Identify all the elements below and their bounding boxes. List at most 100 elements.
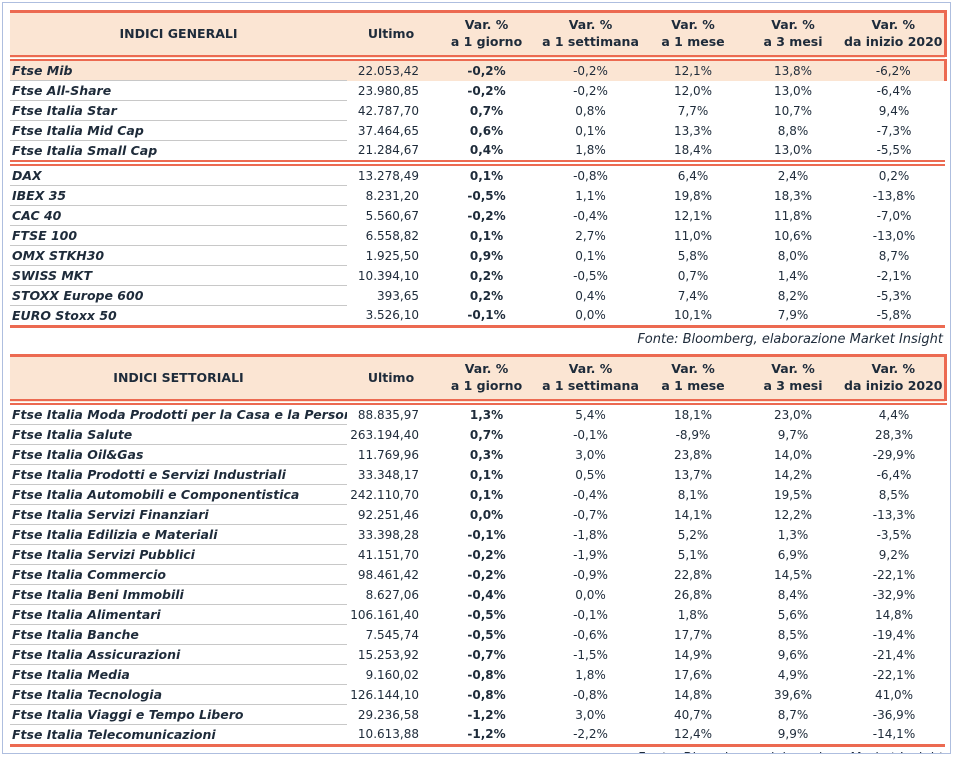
- value-cell-m1: 26,8%: [673, 587, 713, 602]
- value-cell-m3: 12,2%: [773, 507, 813, 522]
- value-cell-ultimo: 10.394,10: [357, 268, 419, 283]
- value-cell-ytd: 41,0%: [874, 687, 914, 702]
- value-cell-w1: 3,0%: [575, 447, 606, 462]
- value-cell-ytd: 8,5%: [878, 487, 910, 502]
- value-cell-m1: 5,1%: [677, 547, 709, 562]
- value-cell-m1: 5,8%: [677, 248, 709, 263]
- value-cell-m1: 1,8%: [677, 607, 709, 622]
- index-name-cell: Ftse Italia Media: [10, 664, 347, 685]
- value-cell-m3: 14,5%: [773, 567, 813, 582]
- value-cell-ultimo: 9.160,02: [365, 667, 419, 682]
- index-name-cell: Ftse Italia Beni Immobili: [10, 584, 347, 605]
- value-cell-m1: 22,8%: [673, 567, 713, 582]
- value-cell-ytd: -13,3%: [872, 507, 916, 522]
- value-cell-w1: -0,7%: [573, 507, 608, 522]
- value-cell-m1: 12,0%: [673, 83, 713, 98]
- value-cell-ultimo: 13.278,49: [357, 168, 419, 183]
- value-cell-m3: 1,3%: [777, 527, 809, 542]
- value-cell-ytd: -2,1%: [876, 268, 912, 283]
- value-cell-d1: 0,2%: [469, 268, 504, 283]
- value-cell-w1: 0,8%: [575, 103, 606, 118]
- table-row: Ftse Italia Banche 7.545,74 -0,5% -0,6% 17,7…: [10, 624, 945, 645]
- table-row: Ftse Italia Alimentari 106.161,40 -0,5% -0,…: [10, 604, 945, 625]
- value-cell-m1: 18,4%: [643, 140, 743, 166]
- value-cell-w1: -0,2%: [538, 58, 643, 81]
- value-cell-m3: 8,0%: [777, 248, 809, 263]
- index-name-cell: Ftse Italia Assicurazioni: [10, 644, 347, 665]
- index-name-cell: Ftse Mib: [10, 58, 347, 81]
- value-cell-w1: -0,8%: [573, 168, 608, 183]
- table-row: Ftse Italia Edilizia e Materiali 33.398,2…: [10, 524, 945, 545]
- index-name-cell: Ftse Italia Automobili e Componentistica: [10, 484, 347, 505]
- value-cell-w1: -0,2%: [573, 83, 608, 98]
- table-row: Ftse All-Share 23.980,85 -0,2% -0,2% 12,0% 13…: [10, 80, 945, 101]
- value-cell-d1: -0,5%: [467, 188, 506, 203]
- value-cell-m1: 17,7%: [673, 627, 713, 642]
- value-cell-w1: 0,1%: [575, 248, 606, 263]
- value-cell-ytd: -14,1%: [843, 724, 945, 747]
- col-header-var-2: Var. % a 1 mese: [643, 10, 743, 61]
- table-row: Ftse Italia Telecomunicazioni 10.613,88 -1…: [10, 724, 945, 747]
- table-row: SWISS MKT 10.394,10 0,2% -0,5% 0,7% 1,4% -2,1%: [10, 265, 945, 286]
- table-title: INDICI GENERALI: [10, 10, 347, 61]
- table-title: INDICI SETTORIALI: [10, 354, 347, 405]
- value-cell-m3: 10,6%: [773, 228, 813, 243]
- col-header-var-1: Var. % a 1 settimana: [538, 354, 643, 405]
- index-name-cell: Ftse Italia Viaggi e Tempo Libero: [10, 704, 347, 725]
- index-name-cell: Ftse Italia Tecnologia: [10, 684, 347, 705]
- value-cell-w1: 0,4%: [575, 288, 606, 303]
- value-cell-m3: 10,7%: [773, 103, 813, 118]
- source-note: Fonte: Bloomberg, elaborazione Market In…: [10, 747, 945, 753]
- value-cell-ultimo: 11.769,96: [357, 447, 419, 462]
- value-cell-ytd: -5,8%: [843, 305, 945, 328]
- table-row: STOXX Europe 600 393,65 0,2% 0,4% 7,4% 8,2% -5…: [10, 285, 945, 306]
- value-cell-d1: -0,2%: [467, 83, 506, 98]
- value-cell-w1: 0,1%: [575, 123, 606, 138]
- value-cell-w1: 1,8%: [575, 667, 606, 682]
- table-row: Ftse Italia Star 42.787,70 0,7% 0,8% 7,7% 10,…: [10, 100, 945, 121]
- value-cell-m1: 11,0%: [673, 228, 713, 243]
- index-name-cell: FTSE 100: [10, 225, 347, 246]
- value-cell-ultimo: 41.151,70: [357, 547, 419, 562]
- col-header-var-3: Var. % a 3 mesi: [743, 354, 843, 405]
- table-row: Ftse Italia Servizi Finanziari 92.251,46 0…: [10, 504, 945, 525]
- value-cell-d1: 0,7%: [469, 103, 504, 118]
- value-cell-m1: 7,4%: [677, 288, 709, 303]
- table-row: Ftse Italia Commercio 98.461,42 -0,2% -0,9%…: [10, 564, 945, 585]
- value-cell-w1: -0,1%: [573, 607, 608, 622]
- index-name-cell: IBEX 35: [10, 185, 347, 206]
- col-header-var-4: Var. % da inizio 2020: [843, 10, 947, 61]
- value-cell-w1: 5,4%: [575, 407, 606, 422]
- value-cell-d1: -0,5%: [467, 607, 506, 622]
- value-cell-m3: 13,0%: [743, 140, 843, 166]
- value-cell-m1: 12,4%: [643, 724, 743, 747]
- index-name-cell: Ftse Italia Servizi Pubblici: [10, 544, 347, 565]
- value-cell-m1: 40,7%: [673, 707, 713, 722]
- value-cell-ytd: -6,2%: [843, 58, 947, 81]
- value-cell-d1: -0,2%: [467, 547, 506, 562]
- value-cell-w1: -1,9%: [573, 547, 608, 562]
- value-cell-d1: 0,1%: [469, 487, 504, 502]
- table-row: EURO Stoxx 50 3.526,10 -0,1% 0,0% 10,1% 7,9% -…: [10, 305, 945, 328]
- value-cell-ultimo: 106.161,40: [350, 607, 419, 622]
- value-cell-m3: 8,5%: [777, 627, 809, 642]
- value-cell-m1: 7,7%: [677, 103, 709, 118]
- value-cell-m1: 18,1%: [673, 407, 713, 422]
- col-header-var-3: Var. % a 3 mesi: [743, 10, 843, 61]
- value-cell-m3: 1,4%: [777, 268, 809, 283]
- value-cell-d1: 0,6%: [469, 123, 504, 138]
- table-row: OMX STKH30 1.925,50 0,9% 0,1% 5,8% 8,0% 8,7%: [10, 245, 945, 266]
- index-name-cell: DAX: [10, 163, 347, 186]
- table-row: Ftse Italia Viaggi e Tempo Libero 29.236,…: [10, 704, 945, 725]
- value-cell-w1: 0,5%: [575, 467, 606, 482]
- value-cell-d1: 0,3%: [469, 447, 504, 462]
- value-cell-m3: 8,8%: [777, 123, 809, 138]
- value-cell-ultimo: 7.545,74: [365, 627, 419, 642]
- value-cell-ytd: -3,5%: [876, 527, 912, 542]
- value-cell-ytd: -22,1%: [872, 567, 916, 582]
- value-cell-m3: 8,2%: [777, 288, 809, 303]
- table-row: Ftse Mib 22.053,42 -0,2% -0,2% 12,1% 13,8% -6,…: [10, 58, 947, 81]
- index-name-cell: Ftse Italia Moda Prodotti per la Casa e …: [10, 402, 347, 425]
- value-cell-m3: 7,9%: [743, 305, 843, 328]
- value-cell-d1: 0,1%: [469, 228, 504, 243]
